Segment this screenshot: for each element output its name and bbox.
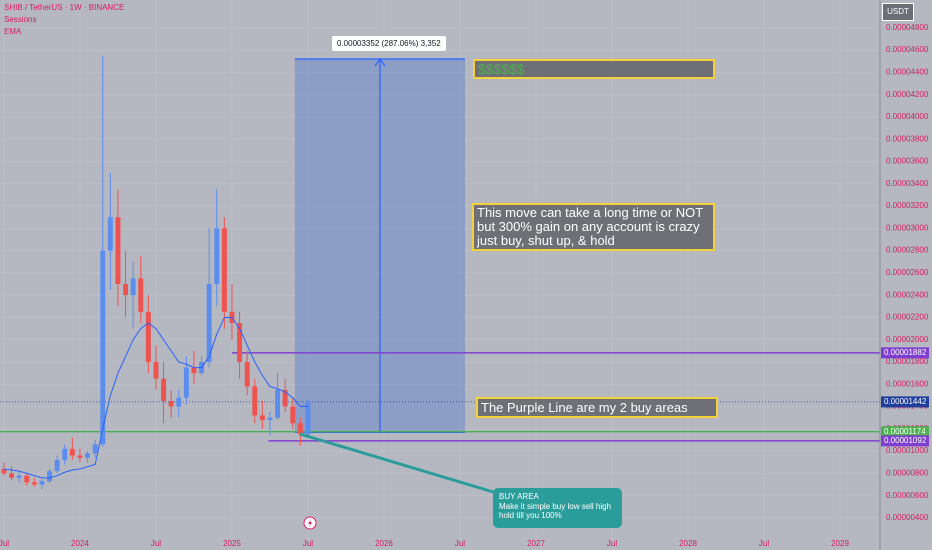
y-tick-label: 0.00000400 xyxy=(886,513,929,522)
y-tick-label: 0.00003400 xyxy=(886,179,929,188)
candle-body xyxy=(305,401,311,435)
y-tick-label: 0.00001000 xyxy=(886,446,929,455)
candle-body xyxy=(31,482,37,485)
text-box: $$$$$$ xyxy=(473,59,715,79)
candle-body xyxy=(54,460,60,472)
y-tick-label: 0.00003600 xyxy=(886,157,929,166)
candle-body xyxy=(290,406,296,424)
price-tag-label: 0.00001174 xyxy=(884,427,926,436)
candle-body xyxy=(130,278,136,296)
text-box: The Purple Line are my 2 buy areas xyxy=(476,397,718,418)
x-tick-label: Jul xyxy=(303,539,313,548)
y-tick-label: 0.00002000 xyxy=(886,335,929,344)
candle-body xyxy=(252,386,258,416)
indicator-ema: EMA xyxy=(4,27,22,36)
axis-labels: 0.00000400 0.00000600 0.00000800 0.00001000… xyxy=(0,23,929,548)
indicator-sessions: Sessions xyxy=(4,15,37,24)
candle-body xyxy=(85,453,91,458)
candle-body xyxy=(9,473,15,478)
price-tag-label: 0.00001442 xyxy=(884,397,927,406)
candle-body xyxy=(297,423,303,435)
measure-label: 0.00003352 (287.06%) 3,352 xyxy=(332,36,446,51)
candle-body xyxy=(237,323,243,363)
candle-body xyxy=(47,471,53,482)
y-tick-label: 0.00000600 xyxy=(886,491,929,500)
x-tick-label: 2024 xyxy=(71,539,89,548)
candle-body xyxy=(206,284,212,363)
y-tick-label: 0.00004800 xyxy=(886,23,929,32)
callout-text: Make it simple buy low sell high hold ti… xyxy=(499,501,612,521)
price-tag xyxy=(881,347,929,359)
x-tick-label: Jul xyxy=(607,539,617,548)
ema-line xyxy=(3,316,308,479)
candle-body xyxy=(214,228,220,285)
x-tick-label: 2029 xyxy=(831,539,849,548)
y-tick-label: 0.00004000 xyxy=(886,112,929,121)
price-tag-label: 0.00001092 xyxy=(884,436,927,445)
y-tick-label: 0.00001800 xyxy=(886,357,929,366)
candle-body xyxy=(24,475,30,483)
callout-pointer xyxy=(299,432,501,496)
x-tick-label: 2025 xyxy=(223,539,241,548)
x-tick-label: 2028 xyxy=(679,539,697,548)
y-tick-label: 0.00003800 xyxy=(886,134,929,143)
candle-body xyxy=(1,468,7,474)
y-tick-label: 0.00004600 xyxy=(886,45,929,54)
event-icon xyxy=(303,516,317,530)
symbol-title: SHIB / TetherUS · 1W · BINANCE xyxy=(4,3,125,12)
candle-body xyxy=(183,367,189,398)
y-tick-label: 0.00002600 xyxy=(886,268,929,277)
candle-body xyxy=(62,448,68,461)
price-tag-label: 0.00001882 xyxy=(884,348,927,357)
currency-label: USDT xyxy=(882,3,914,21)
price-axis xyxy=(880,0,932,550)
candle-body xyxy=(153,362,159,379)
candle-body xyxy=(168,400,174,407)
candle-body xyxy=(16,475,22,478)
candle-body xyxy=(92,444,98,454)
y-tick-label: 0.00002400 xyxy=(886,290,929,299)
y-tick-label: 0.00002800 xyxy=(886,246,929,255)
y-tick-label: 0.00002200 xyxy=(886,313,929,322)
candle-body xyxy=(123,284,129,296)
candle-body xyxy=(145,311,151,363)
candle-body xyxy=(244,362,250,387)
candle-body xyxy=(259,415,265,420)
candle-body xyxy=(221,228,227,312)
candle-body xyxy=(267,417,273,420)
price-tag xyxy=(881,435,929,447)
candle-body xyxy=(282,389,288,407)
x-tick-label: Jul xyxy=(151,539,161,548)
candle-body xyxy=(176,397,182,407)
y-tick-label: 0.00004200 xyxy=(886,90,929,99)
candle-body xyxy=(138,278,144,312)
candle-body xyxy=(39,481,45,485)
candle-body xyxy=(275,389,281,418)
y-tick-label: 0.00003000 xyxy=(886,223,929,232)
measure-arrow xyxy=(374,58,386,433)
y-tick-label: 0.00000800 xyxy=(886,469,929,478)
x-tick-label: 2026 xyxy=(375,539,393,548)
callout-title: BUY AREA xyxy=(499,492,539,501)
x-tick-label: Jul xyxy=(759,539,769,548)
candle-body xyxy=(100,250,106,445)
candle-body xyxy=(161,378,167,401)
price-tag xyxy=(881,396,929,408)
candle-body xyxy=(69,448,75,456)
callout: BUY AREA Make it simple buy low sell high… xyxy=(493,488,622,528)
text-box: This move can take a long time or NOT bu… xyxy=(472,203,715,251)
candle-body xyxy=(191,367,197,374)
x-tick-label: Jul xyxy=(455,539,465,548)
y-tick-label: 0.00003200 xyxy=(886,201,929,210)
x-tick-label: Jul xyxy=(0,539,9,548)
x-tick-label: 2027 xyxy=(527,539,545,548)
candle-body xyxy=(77,455,83,458)
price-tag xyxy=(881,426,929,438)
y-tick-label: 0.00004400 xyxy=(886,68,929,77)
candle-body xyxy=(107,217,113,251)
candle-body xyxy=(115,217,121,285)
y-tick-label: 0.00001600 xyxy=(886,379,929,388)
